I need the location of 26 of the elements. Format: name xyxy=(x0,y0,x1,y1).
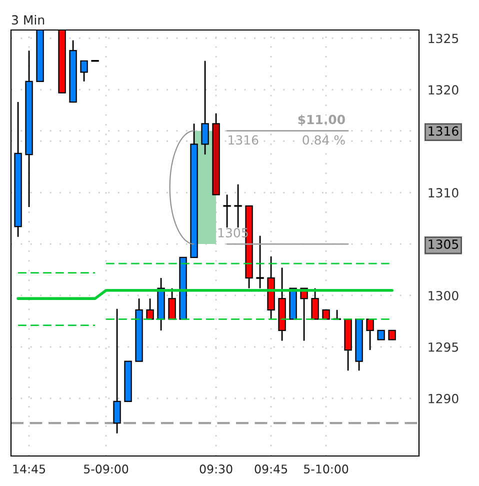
x-tick-label: 5-09:00 xyxy=(84,464,128,474)
chart-title: 3 Min xyxy=(12,14,44,25)
x-tick-label: 5-10:00 xyxy=(304,464,348,474)
x-tick-label: 09:30 xyxy=(200,464,232,474)
x-tick-label: 14:45 xyxy=(13,464,46,474)
y-tick-label: 1295 xyxy=(428,342,458,352)
candlestick xyxy=(168,288,176,320)
annotation: 1316 xyxy=(228,135,258,145)
y-tick-label: 1316 xyxy=(428,126,458,136)
y-tick-label: 1325 xyxy=(428,34,458,44)
candlestick xyxy=(201,60,209,156)
x-tick-label: 09:45 xyxy=(254,464,288,474)
candlestick xyxy=(113,308,121,434)
candlestick xyxy=(311,288,319,320)
candlestick xyxy=(366,318,374,351)
candlestick xyxy=(80,60,88,82)
annotation: 0.84 % xyxy=(302,135,345,145)
y-tick-label: 1300 xyxy=(428,290,458,300)
y-tick-label: 1310 xyxy=(428,188,458,198)
candlestick xyxy=(146,298,154,320)
y-tick-label: 1320 xyxy=(428,85,458,95)
candlestick xyxy=(388,330,396,340)
candlestick xyxy=(377,330,385,340)
y-tick-label: 1290 xyxy=(428,394,458,404)
y-tick-label: 1305 xyxy=(428,240,458,249)
annotation: $11.00 xyxy=(298,114,345,126)
